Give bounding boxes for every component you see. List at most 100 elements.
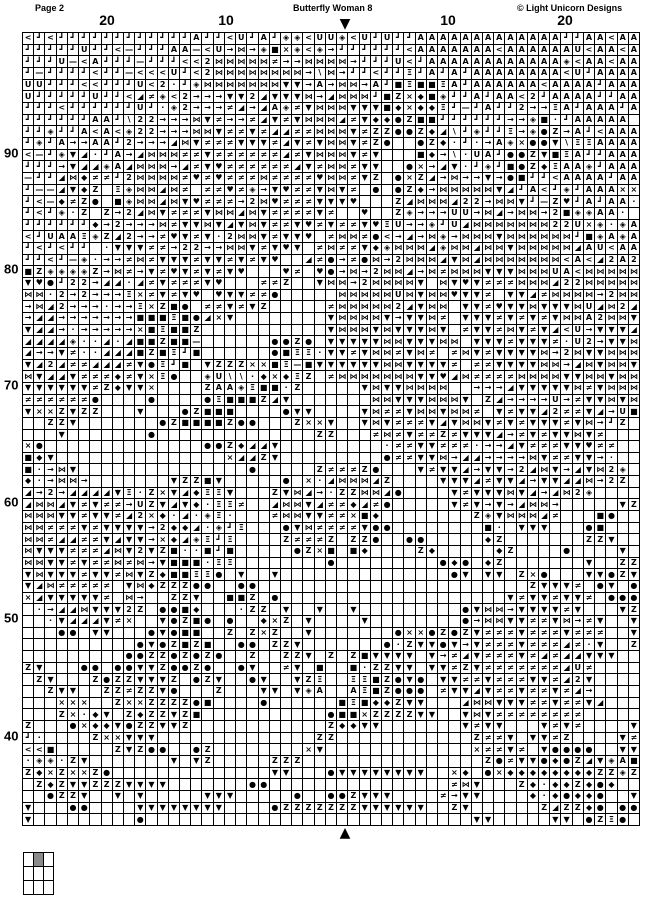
empty-cell bbox=[258, 312, 270, 325]
less-than-icon: < bbox=[112, 126, 124, 138]
hatched-diamond-icon: ◈ bbox=[56, 266, 68, 278]
letter-z-icon: Z bbox=[213, 686, 225, 698]
filled-circle-icon: ● bbox=[628, 592, 640, 605]
triangle-down-icon: ▼ bbox=[527, 732, 540, 745]
empty-cell bbox=[325, 756, 338, 768]
bowtie-icon: ⋈ bbox=[426, 324, 439, 337]
right-triangle-icon: ◢ bbox=[471, 476, 483, 488]
triangle-down-icon: ▼ bbox=[561, 814, 573, 826]
filled-square-icon: ■ bbox=[23, 464, 35, 477]
empty-cell bbox=[180, 732, 192, 745]
letter-a-icon: A bbox=[572, 161, 584, 173]
triangle-down-icon: ▼ bbox=[112, 604, 124, 617]
less-than-icon: < bbox=[79, 79, 91, 92]
heart-icon: ♥ bbox=[370, 219, 382, 232]
filled-circle-icon: ● bbox=[123, 721, 136, 733]
filled-diamond-icon: ◆ bbox=[550, 756, 562, 768]
empty-cell bbox=[359, 557, 371, 570]
empty-cell bbox=[628, 709, 640, 722]
triangle-down-icon: ▼ bbox=[415, 394, 427, 407]
bowtie-icon: ⋈ bbox=[527, 511, 540, 523]
empty-cell bbox=[168, 394, 181, 407]
hourglass-icon: Ξ bbox=[550, 102, 562, 115]
less-than-icon: < bbox=[34, 744, 46, 757]
bowtie-icon: ⋈ bbox=[381, 371, 394, 383]
empty-cell bbox=[583, 581, 596, 593]
triangle-down-icon: ▼ bbox=[505, 744, 517, 757]
slashed-hash-icon: ≠ bbox=[191, 266, 203, 278]
filled-diamond-icon: ◆ bbox=[539, 161, 551, 173]
slashed-hash-icon: ≠ bbox=[123, 254, 136, 267]
empty-cell bbox=[505, 557, 517, 570]
filled-circle-icon: ● bbox=[168, 604, 181, 617]
empty-cell bbox=[258, 756, 270, 768]
empty-cell bbox=[191, 301, 203, 313]
corner-bracket-icon: ┛ bbox=[247, 33, 259, 45]
triangle-down-icon: ▼ bbox=[539, 604, 551, 617]
letter-z-icon: Z bbox=[370, 709, 382, 722]
bowtie-icon: ⋈ bbox=[482, 616, 495, 628]
empty-cell bbox=[292, 732, 304, 745]
corner-bracket-icon: ┛ bbox=[561, 33, 573, 45]
letter-a-icon: A bbox=[539, 56, 551, 68]
letter-z-icon: Z bbox=[303, 371, 315, 383]
bowtie-icon: ⋈ bbox=[146, 184, 158, 197]
empty-cell bbox=[303, 277, 315, 290]
empty-cell bbox=[269, 557, 282, 570]
slashed-hash-icon: ≠ bbox=[539, 312, 551, 325]
empty-cell bbox=[281, 779, 293, 791]
triangle-down-icon: ▼ bbox=[359, 767, 371, 780]
triangle-down-icon: ▼ bbox=[236, 289, 248, 302]
letter-z-icon: Z bbox=[281, 616, 293, 628]
empty-cell bbox=[247, 686, 259, 698]
digit-two-icon: 2 bbox=[561, 277, 573, 290]
triangle-down-icon: ▼ bbox=[550, 429, 562, 442]
cross-icon: × bbox=[135, 697, 147, 710]
slashed-hash-icon: ≠ bbox=[482, 289, 495, 302]
filled-square-icon: ■ bbox=[168, 557, 181, 570]
bowtie-icon: ⋈ bbox=[438, 382, 450, 395]
triangle-down-icon: ▼ bbox=[471, 651, 483, 663]
triangle-down-icon: ▼ bbox=[617, 732, 629, 745]
triangle-down-icon: ▼ bbox=[595, 639, 607, 652]
empty-cell bbox=[595, 592, 607, 605]
filled-diamond-icon: ◆ bbox=[516, 767, 528, 780]
triangle-down-icon: ▼ bbox=[516, 697, 528, 710]
empty-cell bbox=[224, 802, 237, 815]
filled-square-icon: ■ bbox=[224, 592, 237, 605]
slashed-hash-icon: ≠ bbox=[213, 149, 225, 162]
triangle-down-icon: ▼ bbox=[494, 569, 506, 582]
triangle-down-icon: ▼ bbox=[494, 511, 506, 523]
empty-cell bbox=[269, 266, 282, 278]
triangle-down-icon: ▼ bbox=[135, 382, 147, 395]
triangle-down-icon: ▼ bbox=[617, 604, 629, 617]
backslash-icon: \ bbox=[561, 137, 573, 150]
empty-cell bbox=[101, 791, 113, 803]
triangle-down-icon: ▼ bbox=[370, 651, 382, 663]
triangle-down-icon: ▼ bbox=[426, 639, 439, 652]
letter-z-icon: Z bbox=[56, 406, 68, 418]
filled-circle-icon: ● bbox=[258, 697, 270, 710]
filled-diamond-icon: ◆ bbox=[561, 767, 573, 780]
empty-cell bbox=[527, 721, 540, 733]
dash-icon: — bbox=[45, 184, 57, 197]
bowtie-icon: ⋈ bbox=[505, 511, 517, 523]
slashed-hash-icon: ≠ bbox=[337, 464, 349, 477]
letter-z-icon: Z bbox=[247, 627, 259, 640]
empty-cell bbox=[79, 814, 91, 826]
corner-bracket-icon: ┛ bbox=[45, 161, 57, 173]
slashed-hash-icon: ≠ bbox=[539, 686, 551, 698]
slashed-hash-icon: ≠ bbox=[561, 604, 573, 617]
empty-cell bbox=[247, 814, 259, 826]
empty-cell bbox=[426, 802, 439, 815]
letter-a-icon: A bbox=[426, 56, 439, 68]
right-triangle-icon: ◢ bbox=[628, 324, 640, 337]
right-triangle-icon: ◢ bbox=[460, 219, 472, 232]
empty-cell bbox=[258, 476, 270, 488]
corner-bracket-icon: ┛ bbox=[381, 79, 394, 92]
empty-cell bbox=[224, 662, 237, 675]
empty-cell bbox=[281, 697, 293, 710]
filled-circle-icon: ● bbox=[191, 697, 203, 710]
empty-cell bbox=[314, 406, 326, 418]
filled-circle-icon: ● bbox=[191, 744, 203, 757]
